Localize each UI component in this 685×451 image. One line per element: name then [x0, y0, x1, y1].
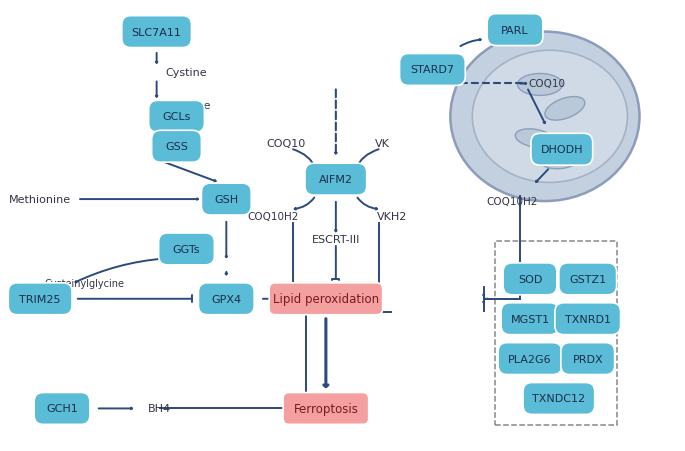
- Text: COQ10: COQ10: [266, 139, 306, 149]
- Text: VKH2: VKH2: [377, 212, 408, 221]
- FancyBboxPatch shape: [559, 263, 616, 295]
- Text: GPX4: GPX4: [211, 294, 241, 304]
- FancyBboxPatch shape: [555, 303, 621, 335]
- Text: AIFM2: AIFM2: [319, 175, 353, 185]
- Text: DHODH: DHODH: [540, 145, 583, 155]
- Ellipse shape: [515, 129, 555, 148]
- FancyBboxPatch shape: [498, 343, 562, 375]
- Text: GSH: GSH: [214, 195, 238, 205]
- Text: SLC7A11: SLC7A11: [132, 28, 182, 37]
- Text: Lipid peroxidation: Lipid peroxidation: [273, 293, 379, 306]
- Text: BH4: BH4: [148, 404, 171, 414]
- FancyBboxPatch shape: [305, 164, 366, 196]
- Ellipse shape: [545, 97, 585, 121]
- Text: PRDX: PRDX: [573, 354, 603, 364]
- Text: STARD7: STARD7: [410, 65, 454, 75]
- Text: TRIM25: TRIM25: [19, 294, 61, 304]
- Text: Methionine: Methionine: [9, 195, 71, 205]
- Ellipse shape: [450, 32, 640, 202]
- FancyBboxPatch shape: [199, 283, 254, 315]
- FancyBboxPatch shape: [283, 393, 369, 424]
- Text: PLA2G6: PLA2G6: [508, 354, 552, 364]
- Text: TXNRD1: TXNRD1: [564, 314, 611, 324]
- Text: GCH1: GCH1: [46, 404, 78, 414]
- FancyBboxPatch shape: [503, 263, 557, 295]
- FancyBboxPatch shape: [159, 234, 214, 265]
- Text: PARL: PARL: [501, 26, 529, 36]
- Ellipse shape: [473, 51, 627, 183]
- FancyBboxPatch shape: [523, 382, 595, 414]
- FancyBboxPatch shape: [151, 131, 201, 163]
- Text: VK: VK: [375, 139, 390, 149]
- Text: SOD: SOD: [518, 274, 542, 284]
- Text: GGTs: GGTs: [173, 244, 200, 254]
- FancyBboxPatch shape: [269, 283, 383, 315]
- Text: COQ10H2: COQ10H2: [486, 197, 538, 207]
- Text: COQ10H2: COQ10H2: [247, 212, 299, 221]
- Text: Cystine: Cystine: [166, 68, 208, 78]
- Text: MGST1: MGST1: [510, 314, 549, 324]
- FancyBboxPatch shape: [122, 17, 192, 48]
- FancyBboxPatch shape: [149, 101, 204, 133]
- FancyBboxPatch shape: [201, 184, 251, 216]
- Ellipse shape: [541, 152, 579, 170]
- Ellipse shape: [518, 74, 562, 96]
- Text: Cysteine: Cysteine: [162, 101, 211, 111]
- FancyBboxPatch shape: [531, 134, 593, 166]
- Text: TXNDC12: TXNDC12: [532, 394, 586, 404]
- FancyBboxPatch shape: [487, 14, 543, 46]
- Text: GCLs: GCLs: [162, 112, 190, 122]
- FancyBboxPatch shape: [501, 303, 559, 335]
- Text: COQ10: COQ10: [528, 79, 565, 89]
- Text: ESCRT-III: ESCRT-III: [312, 235, 360, 244]
- FancyBboxPatch shape: [8, 283, 72, 315]
- FancyBboxPatch shape: [561, 343, 614, 375]
- Text: Ferroptosis: Ferroptosis: [293, 402, 358, 415]
- FancyBboxPatch shape: [34, 393, 90, 424]
- Text: Cysteinylglycine: Cysteinylglycine: [44, 278, 124, 288]
- Text: GSS: GSS: [165, 142, 188, 152]
- FancyBboxPatch shape: [399, 55, 465, 86]
- Text: GSTZ1: GSTZ1: [569, 274, 606, 284]
